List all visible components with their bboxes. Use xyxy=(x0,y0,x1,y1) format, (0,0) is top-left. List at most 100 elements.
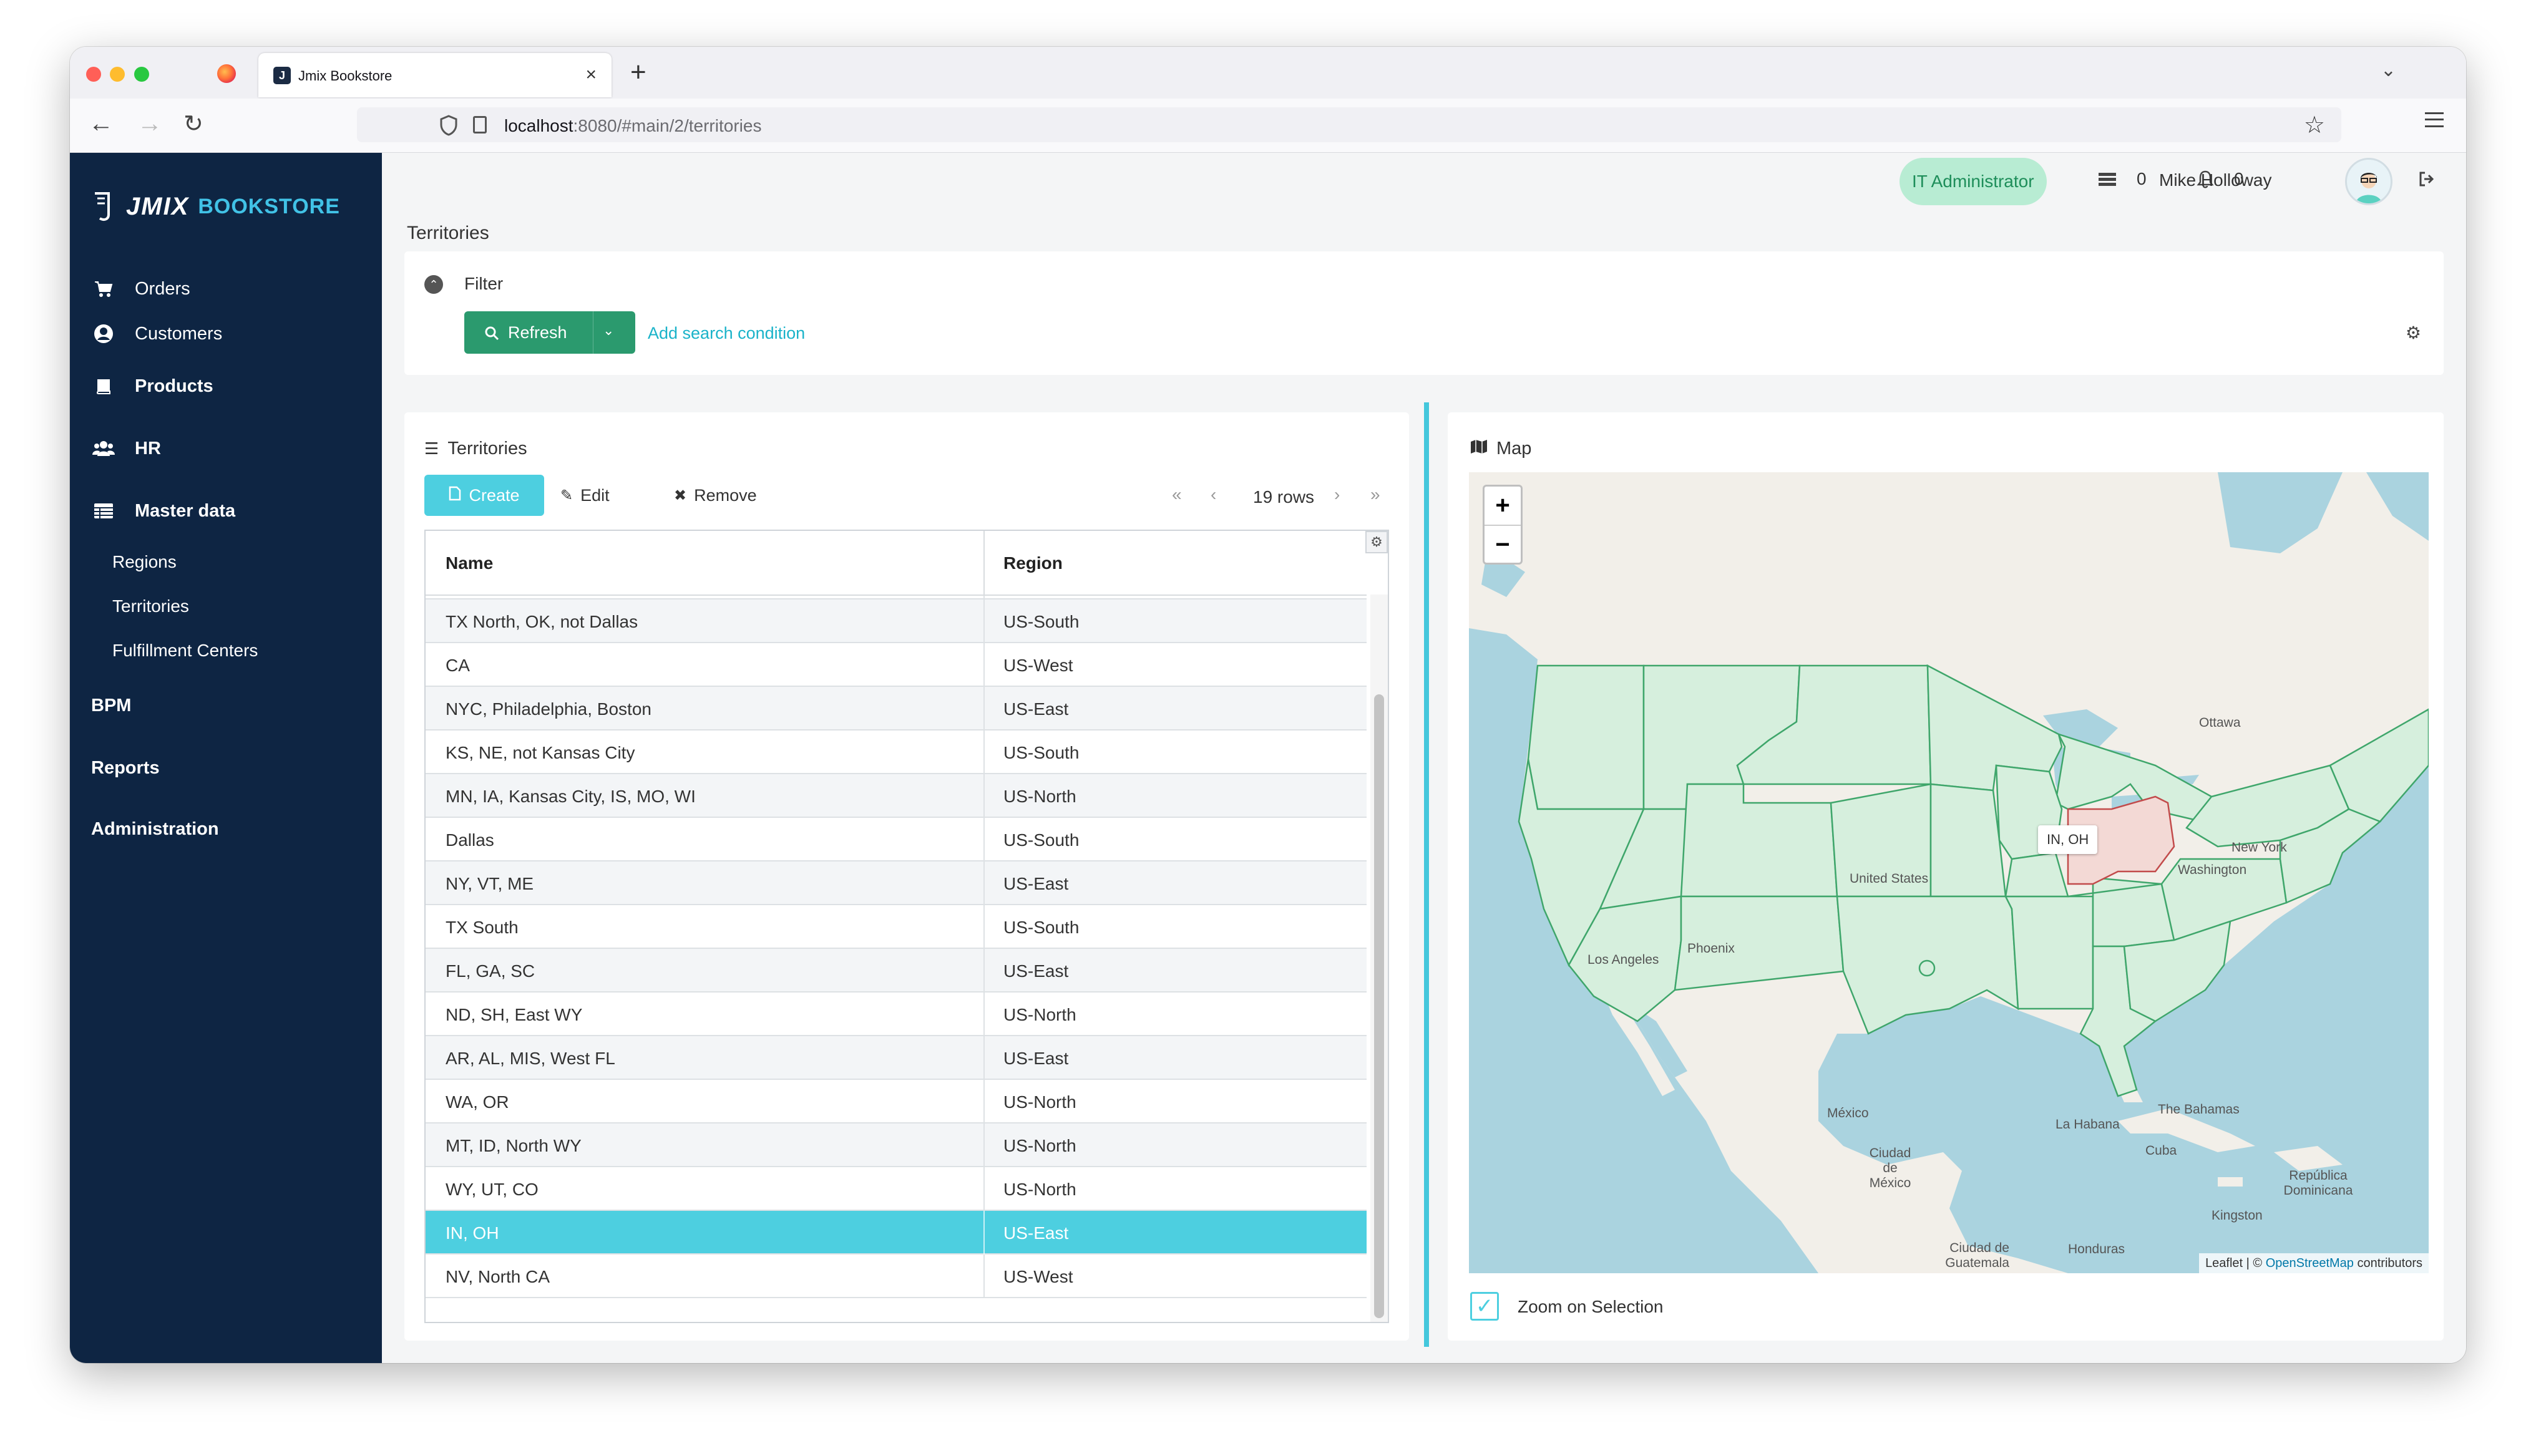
chevron-down-icon[interactable]: ⌄ xyxy=(2380,60,2396,80)
territories-map[interactable]: Ottawa New York Washington United States… xyxy=(1469,472,2429,1273)
nav-hr[interactable]: HR xyxy=(92,437,161,460)
filter-label[interactable]: Filter xyxy=(464,274,504,293)
map-attribution: Leaflet | © OpenStreetMap contributors xyxy=(2199,1253,2429,1273)
url-text[interactable]: localhost:8080/#main/2/territories xyxy=(504,116,762,135)
remove-button[interactable]: ✖ Remove xyxy=(674,486,757,505)
osm-link[interactable]: OpenStreetMap xyxy=(2265,1256,2354,1270)
table-row[interactable]: ND, SH, East WY US-North xyxy=(426,993,1367,1036)
map-card-title: Map xyxy=(1470,439,1531,459)
map-label-honduras: Honduras xyxy=(2068,1242,2125,1256)
map-icon xyxy=(1470,439,1488,459)
table-row[interactable]: WA, OR US-North xyxy=(426,1080,1367,1124)
user-name[interactable]: Mike Holloway xyxy=(2159,170,2272,190)
last-page-button[interactable]: » xyxy=(1370,485,1380,504)
logout-icon[interactable] xyxy=(2419,172,2435,187)
bookmark-star-icon[interactable]: ☆ xyxy=(2303,112,2325,138)
brand-jmix: JMIX xyxy=(126,192,190,220)
zoom-on-selection-checkbox[interactable]: ✓ xyxy=(1470,1292,1499,1321)
notifications-counter[interactable]: 0 xyxy=(2197,169,2244,189)
chevron-down-icon[interactable]: ⌄ xyxy=(603,323,615,338)
rows-count[interactable]: 19 rows xyxy=(1253,487,1315,507)
map-label-mexico: México xyxy=(1827,1106,1869,1120)
table-row[interactable]: FL, GA, SC US-East xyxy=(426,949,1367,993)
column-header-region[interactable]: Region xyxy=(1003,553,1063,573)
role-badge[interactable]: IT Administrator xyxy=(1900,158,2047,205)
edit-button[interactable]: ✎ Edit xyxy=(560,486,610,505)
map-label-republica-dominicana: República Dominicana xyxy=(2283,1168,2353,1198)
browser-tab-bar: J Jmix Bookstore × + ⌄ xyxy=(70,47,2466,99)
tasks-count: 0 xyxy=(2137,169,2147,188)
cell-region: US-East xyxy=(1003,874,1069,893)
table-row[interactable]: IN, OH US-East xyxy=(426,1211,1367,1255)
add-search-condition-link[interactable]: Add search condition xyxy=(648,324,806,342)
column-header-name[interactable]: Name xyxy=(446,553,494,573)
cell-name: TX North, OK, not Dallas xyxy=(446,612,638,631)
split-panel-handle[interactable] xyxy=(1424,402,1429,1347)
table-row[interactable]: Dallas US-South xyxy=(426,818,1367,861)
tab-title: Jmix Bookstore xyxy=(298,68,393,84)
sidebar-item-regions[interactable]: Regions xyxy=(112,552,177,571)
maximize-window-button[interactable] xyxy=(134,67,149,82)
table-row[interactable]: WY, UT, CO US-North xyxy=(426,1167,1367,1211)
forward-button[interactable]: → xyxy=(137,110,162,137)
table-scrollbar[interactable] xyxy=(1370,595,1388,1322)
nav-master-data[interactable]: Master data xyxy=(92,500,235,522)
prev-page-button[interactable]: ‹ xyxy=(1211,485,1217,504)
brand-logo[interactable]: JMIX BOOKSTORE xyxy=(91,188,340,225)
browser-tab[interactable]: J Jmix Bookstore × xyxy=(258,53,612,97)
table-row[interactable]: MT, ID, North WY US-North xyxy=(426,1124,1367,1167)
territory-polygons[interactable] xyxy=(1518,664,2429,1097)
nav-orders-label: Orders xyxy=(135,278,190,299)
tasks-counter[interactable]: 0 xyxy=(2098,169,2147,189)
table-row[interactable]: CA US-West xyxy=(426,643,1367,687)
cell-name: TX South xyxy=(446,918,519,937)
zoom-in-button[interactable]: + xyxy=(1485,487,1521,526)
selected-territory-polygon[interactable] xyxy=(2067,795,2175,885)
next-page-button[interactable]: › xyxy=(1334,485,1340,504)
gear-icon[interactable]: ⚙ xyxy=(2405,323,2421,342)
new-tab-button[interactable]: + xyxy=(630,57,646,87)
zoom-on-selection-label[interactable]: Zoom on Selection xyxy=(1518,1297,1664,1316)
create-button[interactable]: Create xyxy=(424,475,544,516)
sidebar-item-territories[interactable]: Territories xyxy=(112,596,189,616)
firefox-icon[interactable] xyxy=(217,64,236,83)
reload-button[interactable]: ↻ xyxy=(183,111,203,137)
first-page-button[interactable]: « xyxy=(1172,485,1182,504)
table-row[interactable]: KS, NE, not Kansas City US-South xyxy=(426,730,1367,774)
map-label-phoenix: Phoenix xyxy=(1687,941,1735,956)
cell-name: CA xyxy=(446,656,470,675)
minimize-window-button[interactable] xyxy=(110,67,125,82)
nav-administration[interactable]: Administration xyxy=(91,819,219,839)
address-bar[interactable]: localhost:8080/#main/2/territories ☆ xyxy=(357,107,2341,142)
leaflet-link[interactable]: Leaflet xyxy=(2205,1256,2243,1270)
nav-customers[interactable]: Customers xyxy=(92,323,222,345)
nav-orders[interactable]: Orders xyxy=(92,278,190,300)
sidebar-item-fulfillment-centers[interactable]: Fulfillment Centers xyxy=(112,641,258,660)
table-row[interactable]: TX South US-South xyxy=(426,905,1367,949)
table-row[interactable]: NV, North CA US-West xyxy=(426,1255,1367,1298)
refresh-button[interactable]: Refresh ⌄ xyxy=(464,311,635,354)
map-canvas[interactable] xyxy=(1469,472,2429,1273)
cart-icon xyxy=(92,278,115,300)
table-row[interactable]: AR, AL, MIS, West FL US-East xyxy=(426,1036,1367,1080)
close-window-button[interactable] xyxy=(86,67,101,82)
nav-products[interactable]: Products xyxy=(92,375,213,397)
cell-region: US-West xyxy=(1003,1267,1073,1286)
cell-name: FL, GA, SC xyxy=(446,961,535,981)
table-row[interactable]: MN, IA, Kansas City, IS, MO, WI US-North xyxy=(426,774,1367,818)
cell-region: US-West xyxy=(1003,656,1073,675)
menu-icon[interactable] xyxy=(2425,112,2444,127)
shield-icon[interactable] xyxy=(439,115,458,136)
chevron-up-icon[interactable]: ⌃ xyxy=(424,275,443,294)
nav-reports[interactable]: Reports xyxy=(91,758,160,778)
table-row[interactable]: TX North, OK, not Dallas US-South xyxy=(426,599,1367,643)
avatar[interactable] xyxy=(2345,158,2392,205)
zoom-out-button[interactable]: − xyxy=(1495,531,1510,558)
table-row[interactable]: NYC, Philadelphia, Boston US-East xyxy=(426,687,1367,730)
back-button[interactable]: ← xyxy=(89,110,114,137)
table-row[interactable]: NY, VT, ME US-East xyxy=(426,861,1367,905)
map-label-washington: Washington xyxy=(2178,863,2247,877)
column-settings-gear-icon[interactable]: ⚙ xyxy=(1365,531,1388,553)
nav-bpm[interactable]: BPM xyxy=(91,696,132,716)
close-tab-icon[interactable]: × xyxy=(585,64,597,85)
